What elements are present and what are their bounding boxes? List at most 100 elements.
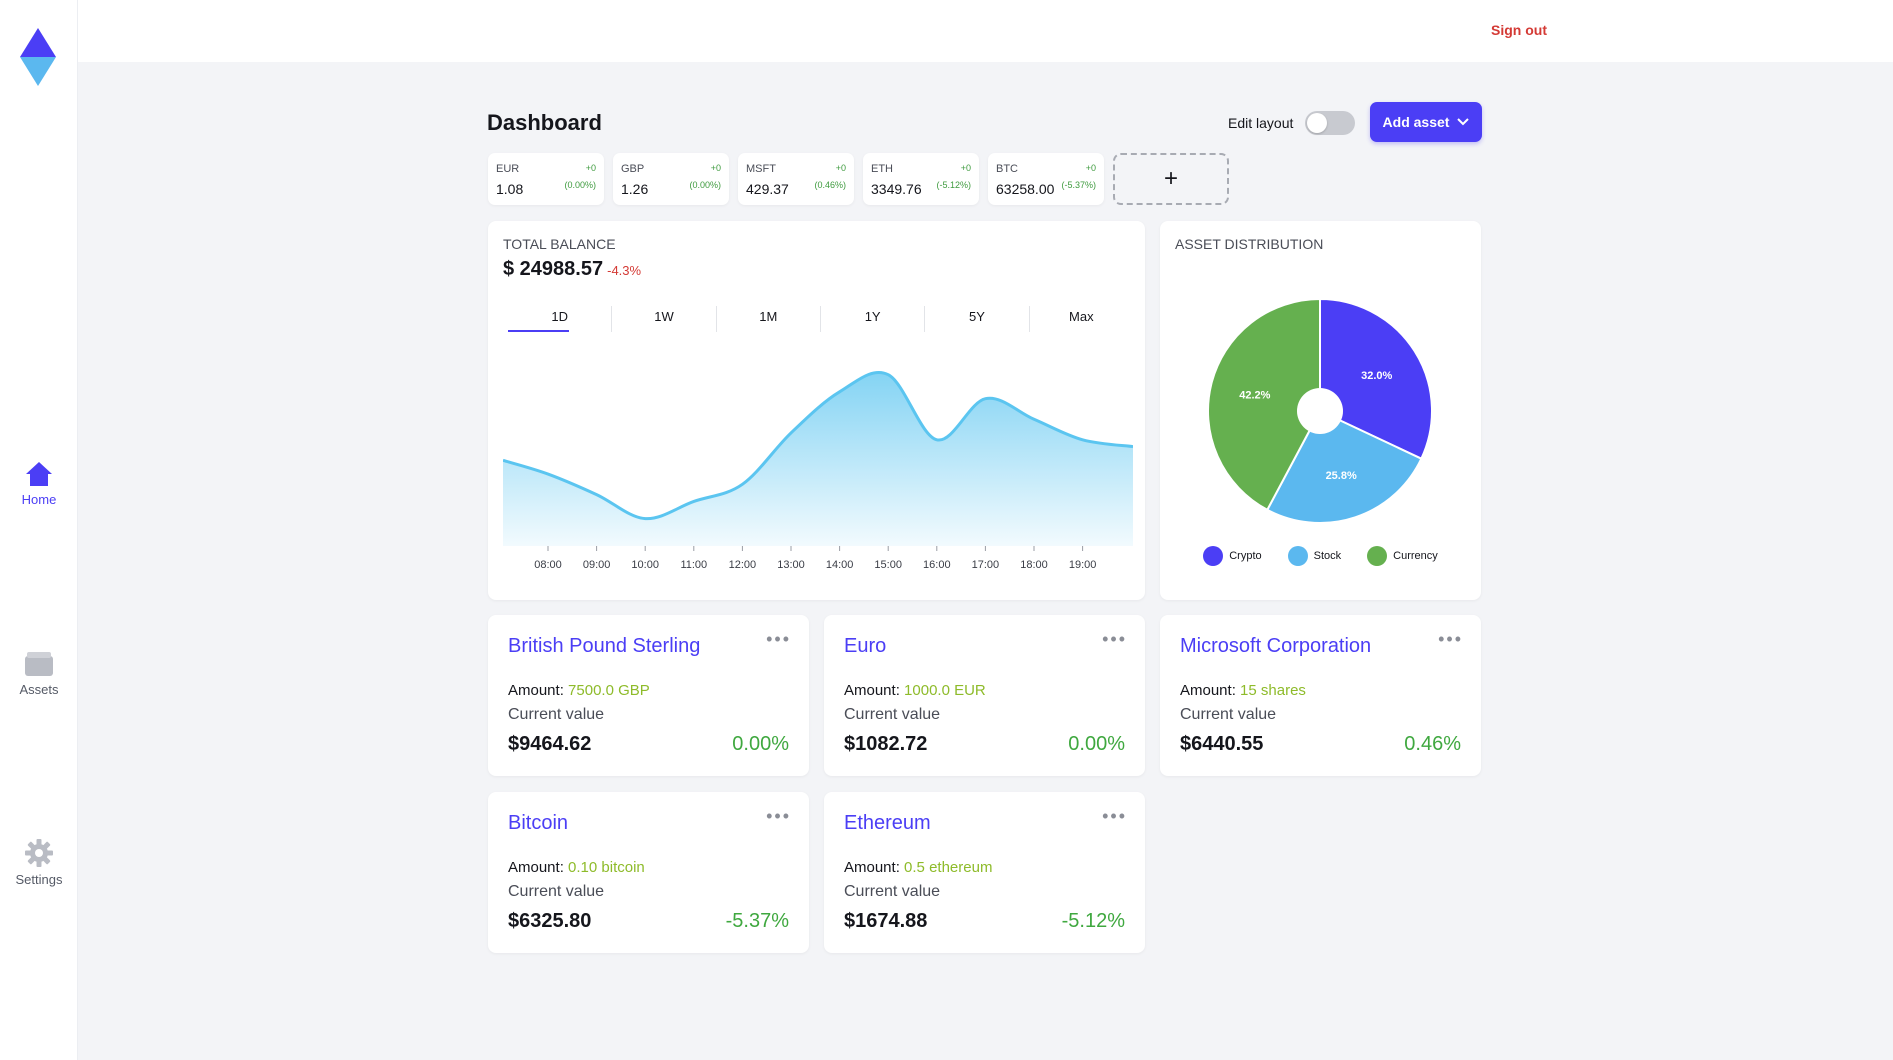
- more-options-icon[interactable]: •••: [1102, 806, 1127, 826]
- legend-label: Stock: [1313, 550, 1342, 562]
- asset-percent: -5.37%: [725, 910, 789, 932]
- asset-card-eur[interactable]: Euro ••• Amount: 1000.0 EUR Current valu…: [824, 615, 1145, 776]
- edit-layout-toggle[interactable]: [1305, 111, 1355, 135]
- balance-value: $ 24988.57: [503, 258, 604, 280]
- ticker-change: +0: [835, 163, 846, 173]
- tab-1w[interactable]: 1W: [612, 306, 717, 332]
- asset-name: Microsoft Corporation: [1180, 635, 1372, 657]
- tab-5y[interactable]: 5Y: [925, 306, 1030, 332]
- ticker-value: 429.37: [746, 181, 789, 197]
- ticker-change: +0: [585, 163, 596, 173]
- more-options-icon[interactable]: •••: [1438, 629, 1463, 649]
- pie-slice-crypto[interactable]: [1319, 297, 1433, 461]
- asset-value: $6440.55: [1180, 733, 1264, 755]
- asset-name: British Pound Sterling: [508, 635, 701, 657]
- chevron-down-icon: [1457, 118, 1470, 126]
- sidebar: Home Assets Settings: [0, 0, 78, 1060]
- pie-slice-label: 25.8%: [1326, 470, 1357, 482]
- top-bar: Sign out: [78, 0, 1893, 62]
- more-options-icon[interactable]: •••: [1102, 629, 1127, 649]
- edit-layout-label: Edit layout: [1228, 115, 1294, 131]
- total-balance-label: TOTAL BALANCE: [503, 236, 616, 252]
- x-tick-label: 12:00: [729, 559, 757, 571]
- add-ticker-button[interactable]: +: [1113, 153, 1229, 205]
- ticker-btc[interactable]: BTC 63258.00 +0 (-5.37%): [988, 153, 1104, 205]
- current-value-label: Current value: [1180, 706, 1277, 723]
- series-line: [503, 371, 1133, 521]
- legend-label: Currency: [1393, 550, 1438, 562]
- asset-value: $9464.62: [508, 733, 592, 755]
- ticker-percent: (0.00%): [689, 180, 721, 190]
- asset-percent: 0.00%: [732, 733, 789, 755]
- home-icon: [26, 462, 52, 486]
- pie-slice-label: 32.0%: [1361, 370, 1392, 382]
- ticker-msft[interactable]: MSFT 429.37 +0 (0.46%): [738, 153, 854, 205]
- asset-percent: 0.46%: [1404, 733, 1461, 755]
- legend-swatch: [1367, 546, 1388, 566]
- ticker-change: +0: [710, 163, 721, 173]
- sidebar-item-home[interactable]: Home: [0, 460, 78, 507]
- ticker-symbol: ETH: [871, 163, 893, 175]
- pie-center-hole: [1297, 388, 1343, 434]
- amount-label: Amount:: [844, 859, 900, 876]
- current-value-label: Current value: [844, 883, 941, 900]
- ticker-percent: (0.00%): [564, 180, 596, 190]
- sidebar-item-label: Assets: [19, 682, 59, 697]
- asset-card-eth[interactable]: Ethereum ••• Amount: 0.5 ethereum Curren…: [824, 792, 1145, 953]
- ticker-symbol: BTC: [996, 163, 1018, 175]
- x-tick-label: 11:00: [680, 559, 707, 571]
- asset-name: Ethereum: [844, 812, 931, 834]
- sidebar-item-assets[interactable]: Assets: [0, 650, 78, 697]
- amount-value: 0.10 bitcoin: [568, 859, 645, 876]
- legend-label: Crypto: [1229, 550, 1262, 562]
- total-balance-amount: $ 24988.57 -4.3%: [503, 258, 641, 281]
- amount-label: Amount:: [844, 682, 900, 699]
- ticker-symbol: GBP: [621, 163, 645, 175]
- pie-slice-label: 42.2%: [1239, 390, 1270, 402]
- wallet-icon: [25, 652, 53, 676]
- x-tick-label: 13:00: [777, 559, 805, 571]
- chart-legend: Crypto Stock Currency: [1160, 546, 1481, 566]
- amount-label: Amount:: [508, 859, 564, 876]
- asset-percent: -5.12%: [1061, 910, 1125, 932]
- amount-label: Amount:: [508, 682, 564, 699]
- x-tick-label: 15:00: [874, 559, 902, 571]
- range-tabs: 1D 1W 1M 1Y 5Y Max: [508, 306, 1133, 332]
- tab-1y[interactable]: 1Y: [821, 306, 926, 332]
- page-title: Dashboard: [487, 110, 602, 135]
- asset-name: Bitcoin: [508, 812, 569, 834]
- tab-1m[interactable]: 1M: [717, 306, 821, 332]
- legend-item-stock: Stock: [1287, 546, 1342, 566]
- asset-card-gbp[interactable]: British Pound Sterling ••• Amount: 7500.…: [488, 615, 809, 776]
- asset-card-msft[interactable]: Microsoft Corporation ••• Amount: 15 sha…: [1160, 615, 1481, 776]
- pie-slice-currency[interactable]: [1207, 297, 1321, 512]
- ticker-value: 1.26: [621, 181, 649, 197]
- ticker-eth[interactable]: ETH 3349.76 +0 (-5.12%): [863, 153, 979, 205]
- ticker-value: 3349.76: [871, 181, 922, 197]
- x-tick-label: 19:00: [1069, 559, 1097, 571]
- more-options-icon[interactable]: •••: [766, 806, 791, 826]
- asset-name: Euro: [844, 635, 887, 657]
- add-asset-button[interactable]: Add asset: [1370, 102, 1482, 142]
- sidebar-item-settings[interactable]: Settings: [0, 838, 78, 887]
- asset-percent: 0.00%: [1068, 733, 1125, 755]
- balance-change: -4.3%: [607, 263, 642, 278]
- tab-1d[interactable]: 1D: [508, 306, 613, 332]
- ticker-percent: (0.46%): [814, 180, 846, 190]
- ticker-gbp[interactable]: GBP 1.26 +0 (0.00%): [613, 153, 729, 205]
- x-tick-label: 16:00: [923, 559, 951, 571]
- sign-out-link[interactable]: Sign out: [1491, 22, 1547, 38]
- tab-max[interactable]: Max: [1069, 309, 1094, 324]
- balance-area-chart: 08:00 09:00 10:00 11:00 12:00 13:00 14:00 15:00…: [503, 371, 1133, 571]
- ticker-eur[interactable]: EUR 1.08 +0 (0.00%): [488, 153, 604, 205]
- ticker-percent: (-5.12%): [936, 180, 971, 190]
- asset-value: $1674.88: [844, 910, 928, 932]
- sidebar-item-label: Home: [21, 492, 57, 507]
- asset-amount: Amount: 0.5 ethereum: [844, 859, 992, 876]
- asset-value: $6325.80: [508, 910, 592, 932]
- current-value-label: Current value: [508, 706, 605, 723]
- amount-label: Amount:: [1180, 682, 1236, 699]
- asset-card-btc[interactable]: Bitcoin ••• Amount: 0.10 bitcoin Current…: [488, 792, 809, 953]
- current-value-label: Current value: [844, 706, 941, 723]
- more-options-icon[interactable]: •••: [766, 629, 791, 649]
